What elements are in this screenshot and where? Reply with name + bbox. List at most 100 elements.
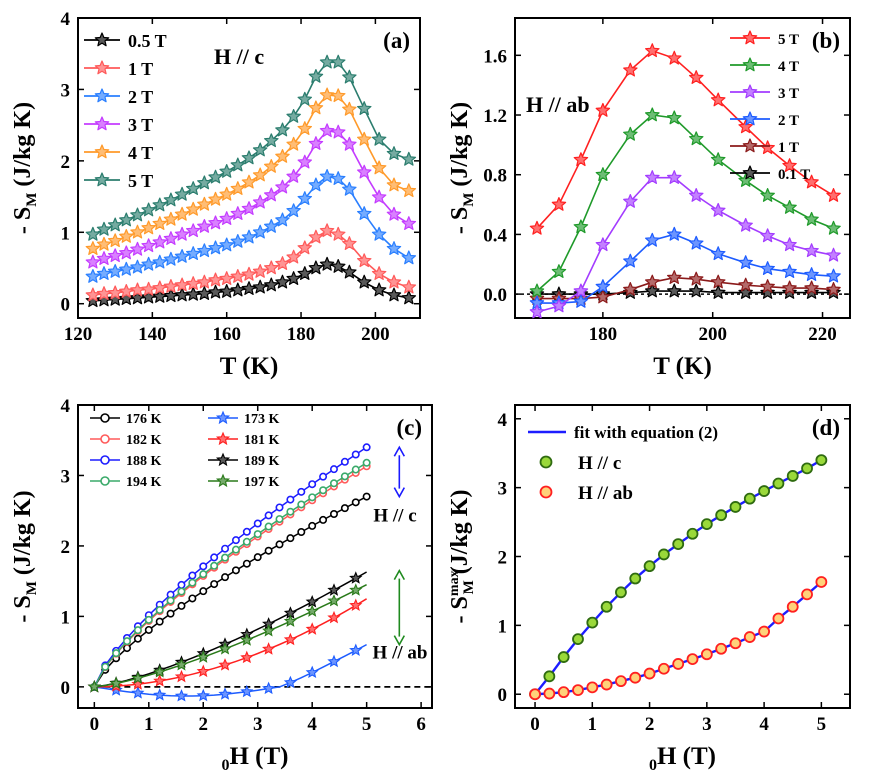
- data-point: [351, 450, 360, 459]
- y-axis-title: - SM (J/kg K): [447, 102, 477, 234]
- data-point: [275, 503, 284, 512]
- data-point: [319, 256, 335, 271]
- data-point: [219, 186, 234, 201]
- data-point: [264, 187, 279, 202]
- data-point: [308, 136, 324, 150]
- data-point: [286, 495, 295, 504]
- data-point: [804, 267, 819, 281]
- data-point: [199, 570, 208, 579]
- data-point: [782, 264, 797, 278]
- y-tick-label: 0.0: [483, 285, 507, 306]
- data-point: [595, 289, 611, 304]
- data-point: [342, 264, 357, 279]
- data-point: [401, 290, 417, 305]
- data-point: [782, 237, 797, 252]
- data-point: [371, 160, 387, 175]
- data-point: [371, 189, 387, 204]
- plot-frame: [514, 17, 851, 319]
- data-point: [264, 159, 279, 173]
- x-tick-label: 5: [817, 714, 827, 735]
- data-point: [188, 594, 197, 603]
- data-point: [297, 500, 306, 509]
- y-tick-label: 0: [61, 678, 71, 699]
- data-point: [297, 527, 306, 536]
- data-point: [241, 229, 257, 244]
- x-tick-label: 2: [199, 714, 209, 735]
- x-tick-label: 0: [530, 714, 540, 735]
- data-point: [715, 642, 728, 655]
- data-point: [85, 226, 101, 241]
- data-point: [319, 54, 335, 69]
- legend-label: 182 K: [126, 433, 162, 448]
- data-point: [85, 287, 101, 302]
- data-point: [275, 540, 284, 549]
- data-point: [645, 107, 660, 122]
- data-point: [826, 282, 841, 296]
- legend-label: 0.5 T: [128, 31, 167, 51]
- data-point: [623, 126, 638, 141]
- legend-marker: [742, 111, 758, 126]
- data-point: [551, 197, 567, 211]
- data-point: [351, 465, 360, 474]
- data-point: [386, 241, 402, 255]
- data-point: [152, 280, 167, 295]
- data-point: [667, 170, 682, 184]
- data-point: [286, 271, 301, 285]
- data-point: [174, 689, 189, 702]
- data-point: [153, 665, 167, 678]
- data-point: [305, 604, 319, 617]
- data-point: [240, 684, 254, 698]
- data-point: [595, 237, 611, 252]
- data-point: [305, 665, 319, 679]
- data-point: [208, 240, 223, 255]
- data-point: [629, 572, 642, 585]
- data-point: [615, 675, 627, 688]
- data-point: [141, 238, 156, 253]
- data-point: [672, 538, 685, 551]
- data-point: [241, 266, 257, 281]
- data-point: [241, 150, 257, 165]
- data-point: [152, 216, 167, 230]
- data-point: [264, 219, 279, 233]
- data-point: [141, 256, 156, 271]
- data-point: [615, 586, 627, 599]
- data-point: [123, 637, 132, 646]
- data-point: [253, 519, 262, 528]
- data-point: [826, 220, 841, 235]
- x-tick-label: 4: [759, 714, 769, 735]
- x-axis-title: 0H (T): [649, 743, 716, 774]
- data-point: [371, 131, 387, 146]
- data-point: [242, 559, 251, 568]
- data-point: [319, 472, 328, 481]
- data-point: [340, 504, 349, 513]
- panel-label: (d): [812, 415, 840, 440]
- data-point: [221, 544, 230, 553]
- data-point: [283, 632, 297, 646]
- data-point: [197, 219, 212, 233]
- data-point: [760, 261, 775, 275]
- data-point: [815, 454, 828, 466]
- legend-label: 173 K: [244, 412, 280, 427]
- data-point: [107, 217, 123, 232]
- data-point: [297, 154, 312, 169]
- legend-label: 5 T: [128, 171, 153, 191]
- legend-label: 3 T: [128, 115, 153, 135]
- legend-marker: [742, 84, 758, 99]
- data-point: [573, 219, 589, 234]
- data-point: [331, 226, 346, 241]
- data-point: [710, 285, 726, 299]
- legend-marker: [94, 144, 110, 159]
- data-point: [804, 280, 819, 295]
- data-point: [188, 571, 197, 580]
- legend-marker: [742, 138, 758, 153]
- data-point: [319, 486, 328, 495]
- data-point: [177, 587, 186, 596]
- y-tick-label: 0.8: [483, 166, 507, 187]
- legend-marker: [539, 455, 553, 469]
- data-point: [152, 234, 167, 249]
- data-point: [729, 637, 742, 650]
- data-point: [710, 246, 726, 261]
- data-point: [208, 284, 223, 299]
- range-annotation: H // ab: [373, 643, 428, 664]
